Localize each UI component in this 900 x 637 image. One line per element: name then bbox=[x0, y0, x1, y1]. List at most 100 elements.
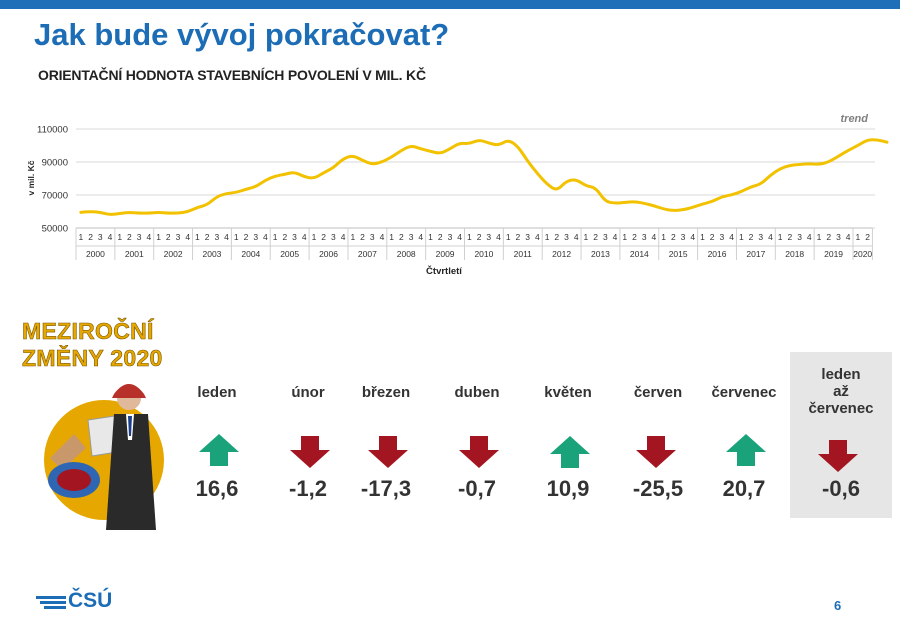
quarter-tick-label: 1 bbox=[739, 232, 744, 242]
quarter-tick-label: 2 bbox=[88, 232, 93, 242]
month-label: květen bbox=[544, 384, 592, 401]
quarter-tick-label: 2 bbox=[516, 232, 521, 242]
quarter-tick-label: 2 bbox=[710, 232, 715, 242]
quarter-tick-label: 4 bbox=[652, 232, 657, 242]
quarter-tick-label: 4 bbox=[418, 232, 423, 242]
year-tick-label: 2015 bbox=[669, 249, 688, 259]
quarter-tick-label: 4 bbox=[613, 232, 618, 242]
quarter-tick-label: 2 bbox=[826, 232, 831, 242]
summary-box bbox=[790, 352, 892, 518]
y-axis-label: v mil. Kč bbox=[26, 160, 36, 195]
quarter-tick-label: 3 bbox=[603, 232, 608, 242]
change-value: -25,5 bbox=[632, 476, 684, 501]
quarter-tick-label: 3 bbox=[214, 232, 219, 242]
summary-label-line-2: až bbox=[833, 383, 849, 400]
arrow-up-icon bbox=[199, 434, 239, 466]
summary-label-line-3: červenec bbox=[808, 400, 874, 417]
year-tick-label: 2006 bbox=[319, 249, 338, 259]
year-tick-label: 2019 bbox=[824, 249, 843, 259]
month-label: duben bbox=[454, 384, 500, 401]
quarter-tick-label: 1 bbox=[467, 232, 472, 242]
quarter-tick-label: 3 bbox=[176, 232, 181, 242]
quarter-tick-label: 3 bbox=[564, 232, 569, 242]
quarter-tick-label: 1 bbox=[855, 232, 860, 242]
change-value: -0,7 bbox=[458, 476, 496, 501]
quarter-tick-label: 3 bbox=[681, 232, 686, 242]
quarter-tick-label: 1 bbox=[506, 232, 511, 242]
year-tick-label: 2017 bbox=[746, 249, 765, 259]
quarter-tick-label: 1 bbox=[389, 232, 394, 242]
quarter-tick-label: 3 bbox=[642, 232, 647, 242]
quarter-tick-label: 3 bbox=[797, 232, 802, 242]
top-accent-bar bbox=[0, 0, 900, 9]
yoy-headline: MEZIROČNÍ ZMĚNY 2020 bbox=[22, 318, 163, 372]
month-label: červen bbox=[633, 384, 683, 401]
change-value: 16,6 bbox=[195, 476, 239, 501]
change-value: 20,7 bbox=[722, 476, 766, 501]
quarter-tick-label: 4 bbox=[224, 232, 229, 242]
quarter-tick-label: 2 bbox=[399, 232, 404, 242]
change-value: -1,2 bbox=[289, 476, 327, 501]
quarter-tick-label: 4 bbox=[108, 232, 113, 242]
year-tick-label: 2008 bbox=[397, 249, 416, 259]
quarter-tick-label: 2 bbox=[127, 232, 132, 242]
arrow-down-icon bbox=[368, 436, 408, 468]
quarter-tick-label: 3 bbox=[409, 232, 414, 242]
quarter-tick-label: 1 bbox=[778, 232, 783, 242]
quarter-tick-label: 3 bbox=[137, 232, 142, 242]
quarter-tick-label: 1 bbox=[78, 232, 83, 242]
quarter-tick-label: 3 bbox=[486, 232, 491, 242]
slide-title: Jak bude vývoj pokračovat? bbox=[34, 17, 450, 52]
quarter-tick-label: 1 bbox=[117, 232, 122, 242]
year-tick-label: 2002 bbox=[164, 249, 183, 259]
quarter-tick-label: 1 bbox=[312, 232, 317, 242]
year-tick-label: 2004 bbox=[241, 249, 260, 259]
quarter-tick-label: 1 bbox=[350, 232, 355, 242]
quarter-tick-label: 2 bbox=[244, 232, 249, 242]
quarter-tick-label: 3 bbox=[448, 232, 453, 242]
quarter-tick-label: 4 bbox=[146, 232, 151, 242]
builder-illustration bbox=[44, 384, 164, 530]
quarter-tick-label: 4 bbox=[535, 232, 540, 242]
quarter-tick-label: 4 bbox=[185, 232, 190, 242]
year-tick-label: 2014 bbox=[630, 249, 649, 259]
quarter-tick-label: 4 bbox=[380, 232, 385, 242]
quarter-tick-label: 3 bbox=[720, 232, 725, 242]
quarter-tick-label: 4 bbox=[574, 232, 579, 242]
year-tick-label: 2018 bbox=[785, 249, 804, 259]
quarter-tick-label: 1 bbox=[273, 232, 278, 242]
quarter-tick-label: 1 bbox=[234, 232, 239, 242]
quarter-tick-label: 1 bbox=[545, 232, 550, 242]
quarter-tick-label: 4 bbox=[496, 232, 501, 242]
headline-line-2: ZMĚNY 2020 bbox=[22, 345, 163, 372]
change-value: 10,9 bbox=[546, 476, 590, 501]
quarter-tick-label: 2 bbox=[593, 232, 598, 242]
quarter-tick-label: 1 bbox=[156, 232, 161, 242]
quarter-tick-label: 2 bbox=[788, 232, 793, 242]
arrow-down-icon bbox=[636, 436, 676, 468]
summary-label-line-1: leden bbox=[821, 366, 861, 383]
quarter-tick-label: 4 bbox=[729, 232, 734, 242]
year-tick-label: 2001 bbox=[125, 249, 144, 259]
quarter-tick-label: 1 bbox=[428, 232, 433, 242]
year-tick-label: 2000 bbox=[86, 249, 105, 259]
quarter-tick-label: 4 bbox=[690, 232, 695, 242]
quarter-tick-label: 3 bbox=[253, 232, 258, 242]
month-label: leden bbox=[197, 384, 237, 401]
quarter-tick-label: 2 bbox=[282, 232, 287, 242]
year-tick-label: 2012 bbox=[552, 249, 571, 259]
y-tick-label: 90000 bbox=[42, 158, 68, 169]
quarter-tick-label: 1 bbox=[661, 232, 666, 242]
quarter-tick-label: 1 bbox=[195, 232, 200, 242]
change-value: -17,3 bbox=[360, 476, 412, 501]
quarter-tick-label: 4 bbox=[768, 232, 773, 242]
csu-logo-text: ČSÚ bbox=[68, 589, 113, 612]
quarter-tick-label: 1 bbox=[584, 232, 589, 242]
year-tick-label: 2011 bbox=[514, 249, 533, 259]
year-tick-label: 2005 bbox=[280, 249, 299, 259]
year-tick-label: 2003 bbox=[203, 249, 222, 259]
page-number: 6 bbox=[834, 598, 842, 613]
year-tick-label: 2010 bbox=[474, 249, 493, 259]
quarter-tick-label: 2 bbox=[865, 232, 870, 242]
